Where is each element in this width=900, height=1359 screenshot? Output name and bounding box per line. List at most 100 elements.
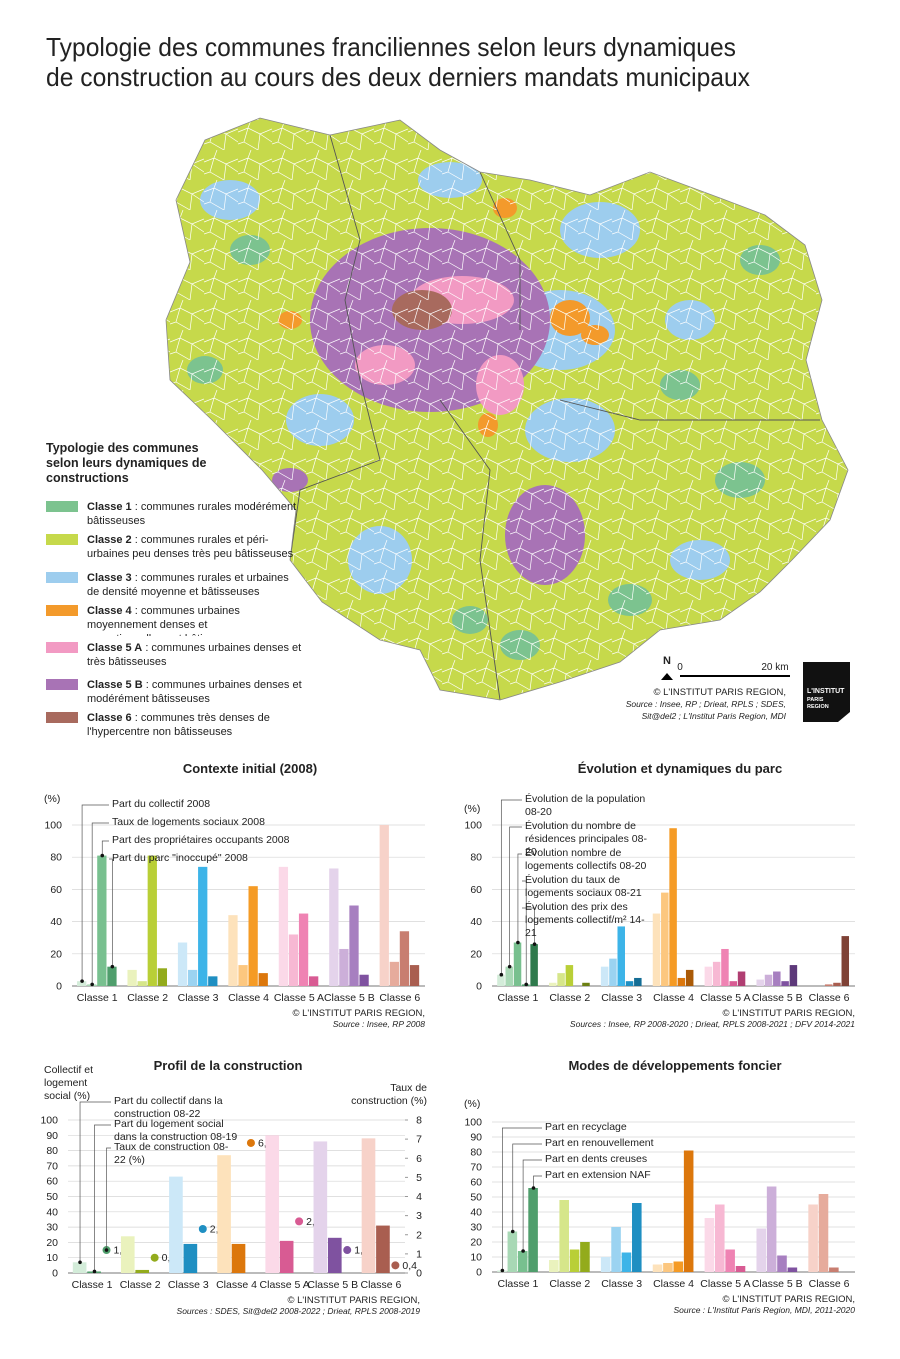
legend-entry-box: Part en dents creuses (545, 1153, 695, 1166)
bar (528, 1188, 538, 1272)
leader-line (522, 907, 535, 945)
chart-title: Profil de la construction (154, 1058, 303, 1073)
y-tick-label: 100 (44, 820, 62, 832)
legend-class-description: : communes urbaines denses et modérément… (87, 679, 302, 705)
bar (735, 1266, 746, 1272)
legend-entry: Part du collectif 2008 (112, 798, 210, 810)
legend-label: Part en dents creuses (545, 1153, 648, 1165)
bar (288, 934, 299, 986)
bar (609, 958, 617, 986)
x-tick-label: Classe 3 (601, 992, 642, 1004)
bar (677, 977, 686, 986)
y-tick-label: 40 (470, 916, 482, 928)
scale: N 0 20 km (661, 655, 790, 680)
y-tick-label: 60 (470, 884, 482, 896)
x-tick-label: Classe 4 (216, 1279, 257, 1291)
legend-class-description: : communes rurales et urbaines de densit… (87, 572, 289, 598)
map-credit: © L'INSTITUT PARIS REGION, (653, 687, 786, 698)
bar (258, 973, 268, 986)
leader-dot (499, 972, 504, 977)
bar (359, 974, 369, 986)
bar (513, 942, 522, 986)
map-credit: Sit@del2 ; L'Institut Paris Region, MDI (642, 711, 787, 721)
leader-dot (521, 1249, 525, 1253)
leader-dot (110, 964, 115, 969)
scale-label: 20 km (761, 662, 788, 673)
x-tick-label: Classe 6 (379, 992, 420, 1004)
bar (661, 892, 669, 986)
legend-entry: Part du logement social dans la construc… (114, 1118, 239, 1144)
chart-credit: © L'INSTITUT PARIS REGION, (287, 1295, 420, 1306)
x-tick-label: Classe 4 (228, 992, 269, 1004)
bar (824, 984, 833, 986)
region-outline (165, 117, 849, 701)
leader-dot (100, 853, 105, 858)
x-tick-label: Classe 4 (653, 992, 694, 1004)
construction-rate-dot (198, 1225, 207, 1234)
x-tick-label: Classe 5 A (700, 992, 750, 1004)
y-tick-label: 90 (470, 1132, 482, 1144)
bar (208, 976, 218, 986)
leader-dot (532, 942, 537, 946)
leader-line (109, 858, 113, 967)
legend-entry-box: Taux de logements sociaux 2008 (112, 816, 312, 829)
leader-line (94, 1124, 111, 1272)
y-axis-label-text: (%) (464, 803, 481, 815)
y-axis-label-text: (%) (44, 793, 61, 805)
legend-entry-box: Part en extension NAF (545, 1169, 695, 1182)
legend-item-box: Classe 2 : communes rurales et péri-urba… (87, 533, 302, 561)
legend-swatch (46, 501, 78, 512)
chart-panel: Évolution et dynamiques du parc 0 20 40 60 80… (464, 761, 855, 1029)
chart-panel: Modes de développements foncier 0 10 20 30 40… (464, 1058, 855, 1315)
bar (187, 969, 198, 986)
y-axis-label-text: Collectif et logement social (%) (44, 1064, 94, 1102)
legend-label: Part du logement social dans la construc… (114, 1118, 238, 1143)
y-tick-label: 70 (470, 1162, 482, 1174)
x-tick-label: Classe 2 (120, 1279, 161, 1291)
logo: L'INSTITUT PARIS REGION (803, 662, 850, 722)
leader-dot (510, 1229, 515, 1234)
chart-title: Modes de développements foncier (568, 1058, 781, 1073)
leader-line (106, 1147, 111, 1251)
legend-class-name: Classe 4 (87, 605, 132, 617)
y-tick-label: 0 (476, 981, 482, 993)
y-tick-label: 80 (470, 852, 482, 864)
legend-entry-box: Évolution de la population 08-20 (525, 793, 653, 819)
legend-entry: Évolution des prix des logements collect… (525, 901, 653, 940)
y-tick-label: 0 (52, 1268, 58, 1280)
legend-entry-box: Part du logement social dans la construc… (114, 1118, 239, 1144)
legend-entry: Part du parc "inoccupé" 2008 (112, 852, 248, 864)
y2-tick-label: 6 (416, 1153, 422, 1165)
y2-tick-label: 3 (416, 1210, 422, 1222)
y2-tick-label: 7 (416, 1134, 422, 1146)
bar (685, 969, 694, 986)
leader-line (502, 1127, 542, 1271)
x-tick-label: Classe 6 (809, 992, 850, 1004)
leader-line (509, 826, 522, 967)
legend-item: Classe 5 B : communes urbaines denses et… (87, 679, 302, 705)
value-label: 0,4 (402, 1260, 417, 1272)
bar (663, 1263, 673, 1272)
bar (517, 1251, 528, 1272)
y-axis-label-box: Collectif et logement social (%) (44, 1064, 116, 1103)
logo-box (803, 662, 850, 722)
bar (265, 1135, 280, 1273)
bar (278, 866, 289, 986)
bar (634, 977, 642, 986)
x-tick-label: Classe 6 (360, 1279, 401, 1291)
legend-entry: Évolution du taux de logements sociaux 0… (525, 874, 642, 899)
bar (808, 1204, 818, 1272)
chart-credit: Source : L'Institut Paris Region, MDI, 2… (674, 1305, 856, 1315)
legend-label: Part en recyclage (545, 1121, 627, 1133)
bar (781, 981, 789, 986)
y-tick-label: 80 (470, 1147, 482, 1159)
leader-line (91, 822, 109, 985)
scale-label: 0 (677, 662, 683, 673)
bar (789, 965, 798, 986)
legend-entry: Évolution de la population 08-20 (525, 793, 653, 819)
x-tick-label: Classe 1 (497, 992, 538, 1004)
legend-entry-box: Évolution des prix des logements collect… (525, 901, 653, 940)
bar (183, 1243, 198, 1273)
y-tick-label: 20 (470, 1237, 482, 1249)
